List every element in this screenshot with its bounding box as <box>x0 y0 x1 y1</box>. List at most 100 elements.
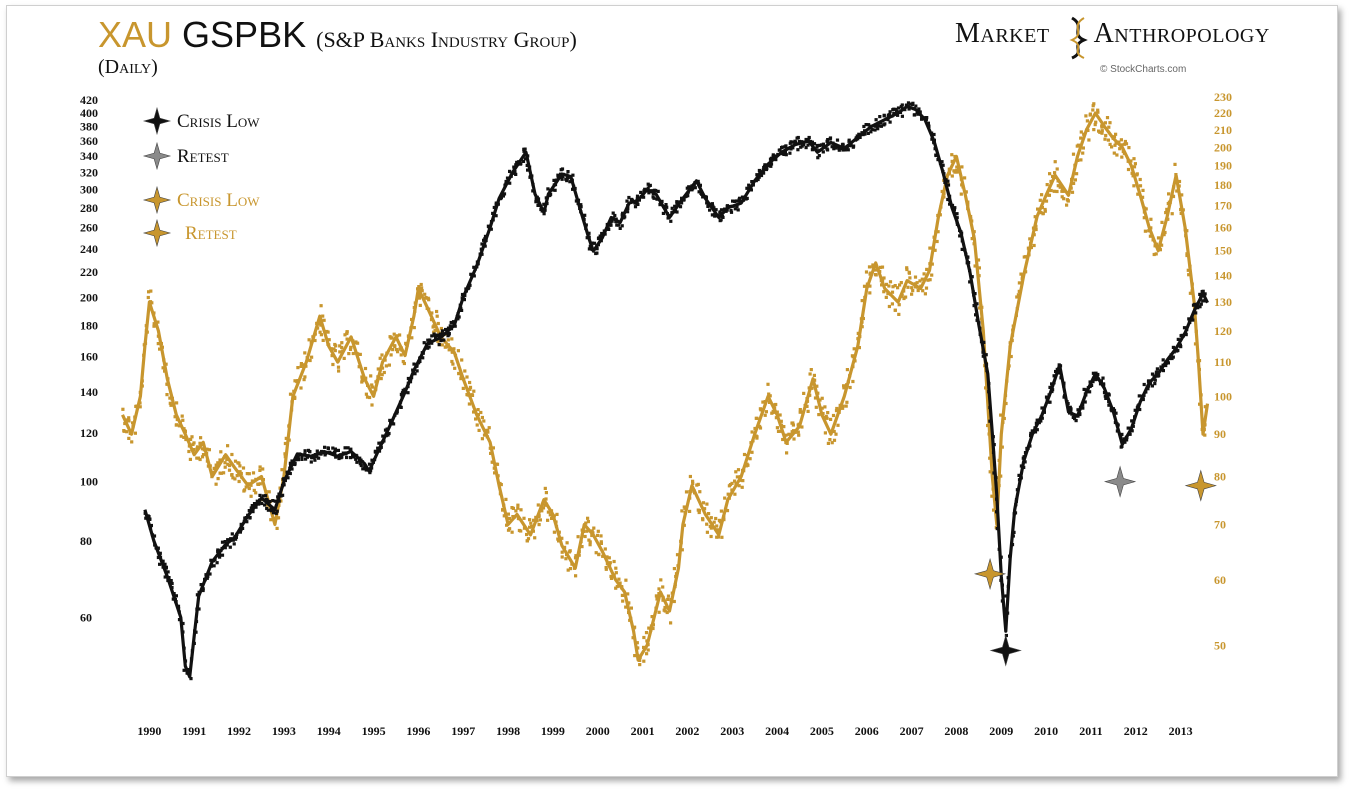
series-point <box>447 348 451 352</box>
series-point <box>340 455 344 459</box>
series-point <box>198 441 202 445</box>
series-point <box>592 526 596 530</box>
x-tick-label: 2005 <box>810 724 834 738</box>
series-point <box>1073 417 1077 421</box>
series-point <box>960 239 964 243</box>
series-point <box>1010 338 1014 343</box>
series-point <box>1048 400 1052 404</box>
series-point <box>716 535 721 539</box>
series-point <box>442 338 446 342</box>
series-point <box>579 205 583 209</box>
series-point <box>1161 369 1165 373</box>
series-point <box>1203 433 1207 437</box>
series-point <box>174 594 178 598</box>
series-point <box>1163 230 1167 235</box>
series-point <box>450 359 454 364</box>
series-point <box>818 143 822 148</box>
series-point <box>429 318 434 322</box>
series-point <box>412 305 416 310</box>
series-point <box>1199 296 1203 300</box>
series-point <box>165 382 170 386</box>
series-point <box>1028 444 1032 448</box>
series-point <box>670 591 674 595</box>
series-point <box>284 436 288 440</box>
series-point <box>480 252 484 256</box>
x-tick-label: 1996 <box>406 724 430 738</box>
series-point <box>871 265 875 269</box>
series-point <box>286 476 290 480</box>
series-point <box>553 183 558 187</box>
series-point <box>516 503 520 507</box>
series-point <box>594 551 598 555</box>
series-point <box>897 303 901 307</box>
series-point <box>745 196 749 200</box>
series-point <box>637 198 641 202</box>
series-point <box>970 237 974 241</box>
series-point <box>768 394 772 398</box>
series-point <box>458 303 462 307</box>
series-point <box>290 408 294 412</box>
series-point <box>964 190 968 194</box>
series-point <box>311 335 315 339</box>
series-point <box>925 116 929 120</box>
series-point <box>835 144 839 148</box>
series-point <box>882 290 886 294</box>
series-point <box>1034 227 1038 232</box>
series-point <box>572 184 576 188</box>
series-point <box>933 248 937 252</box>
series-point <box>886 292 890 296</box>
series-point <box>368 395 372 400</box>
series-point <box>751 183 755 187</box>
series-point <box>789 140 793 144</box>
series-point <box>226 444 230 448</box>
series-point <box>1176 337 1180 341</box>
series-point <box>192 441 196 445</box>
series-point <box>1124 142 1129 146</box>
series-point <box>250 479 254 483</box>
series-point <box>560 550 564 554</box>
series-point <box>196 456 200 460</box>
series-point <box>351 453 355 457</box>
series-point <box>244 485 248 489</box>
series-point <box>258 468 262 472</box>
series-point <box>546 518 550 522</box>
series-point <box>1176 348 1180 353</box>
series-point <box>688 474 692 479</box>
series-point <box>1057 363 1061 367</box>
series-point <box>701 501 706 505</box>
series-point <box>462 377 466 381</box>
series-point <box>310 455 314 459</box>
series-point <box>245 472 249 476</box>
series-point <box>907 271 911 275</box>
series-point <box>525 163 529 167</box>
series-point <box>1033 426 1037 430</box>
series-point <box>1000 583 1004 587</box>
series-point <box>788 433 793 437</box>
series-point <box>776 429 781 433</box>
series-point <box>1003 617 1008 621</box>
series-point <box>1187 317 1191 321</box>
series-point <box>558 174 562 178</box>
series-point <box>216 461 220 465</box>
brand-part2: Anthropology <box>1093 18 1270 49</box>
series-point <box>642 195 646 199</box>
series-point <box>691 481 695 485</box>
series-point <box>587 538 591 542</box>
series-point <box>512 515 516 519</box>
series-point <box>725 204 729 209</box>
series-point <box>1082 387 1086 391</box>
series-point <box>968 280 972 284</box>
series-point <box>821 150 825 154</box>
series-point <box>887 284 891 288</box>
series-point <box>569 175 573 179</box>
series-point <box>601 554 605 558</box>
series-point <box>163 575 167 579</box>
series-point <box>170 397 174 401</box>
series-point <box>249 483 253 487</box>
series-point <box>1164 211 1168 215</box>
series-point <box>1048 385 1052 389</box>
series-point <box>874 268 878 272</box>
series-point <box>587 235 591 239</box>
legend-label: Retest <box>177 146 229 167</box>
series-point <box>425 342 429 346</box>
